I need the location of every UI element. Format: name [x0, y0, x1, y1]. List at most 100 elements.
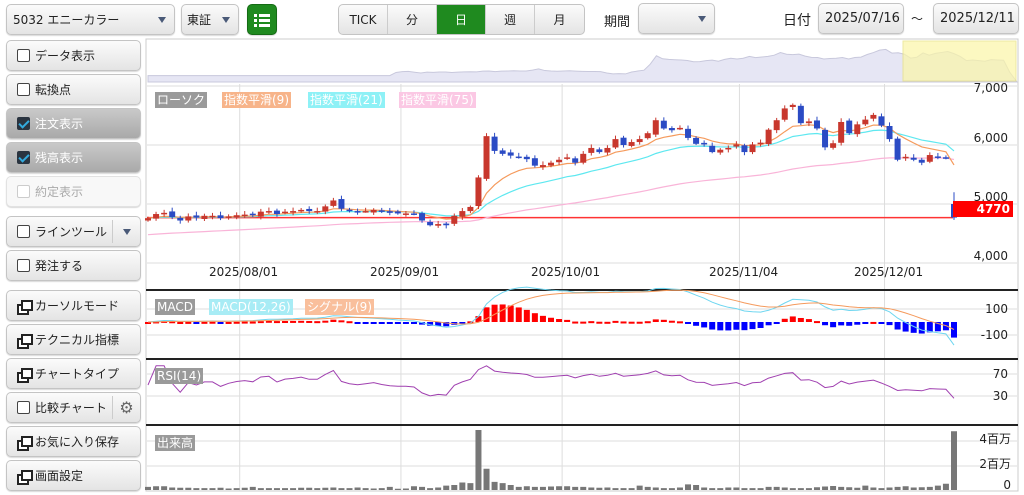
- volume-bar: [410, 486, 417, 490]
- legend-rsi: RSI(14): [155, 368, 204, 384]
- volume-bar: [394, 488, 401, 490]
- candle-body: [306, 208, 313, 212]
- sidebar-item-5[interactable]: ラインツール: [6, 216, 141, 247]
- candle-body: [290, 211, 297, 213]
- date-from-input[interactable]: 2025/07/16: [818, 3, 904, 34]
- candle-body: [830, 143, 837, 148]
- checkbox-icon: [17, 185, 30, 198]
- period-select[interactable]: [638, 3, 715, 34]
- period-tabs: TICK 分 日 週 月: [338, 4, 585, 35]
- date-label: 日付: [783, 13, 811, 29]
- candle-body: [733, 144, 740, 147]
- macd-histogram-bar: [870, 321, 877, 324]
- candle-body: [693, 137, 700, 144]
- candle-body: [386, 211, 393, 213]
- line-tool-dropdown[interactable]: [112, 220, 140, 243]
- volume-bar: [604, 487, 611, 490]
- volume-bar: [854, 487, 861, 490]
- volume-bar: [588, 487, 595, 490]
- macd-histogram-bar: [507, 305, 514, 322]
- candle-body: [185, 216, 192, 221]
- chevron-down-icon: [222, 17, 230, 23]
- volume-bar: [765, 486, 772, 490]
- sidebar-item-label: カーソルモード: [35, 299, 120, 313]
- sidebar-item-8[interactable]: テクニカル指標: [6, 324, 141, 355]
- candle-body: [161, 212, 168, 215]
- macd-histogram-bar: [564, 319, 571, 322]
- macd-histogram-bar: [612, 320, 619, 323]
- sidebar-item-1[interactable]: 転換点: [6, 74, 141, 105]
- tab-month[interactable]: 月: [553, 13, 566, 27]
- macd-histogram-bar: [201, 321, 208, 324]
- macd-histogram-bar: [217, 322, 224, 324]
- volume-bar: [693, 485, 700, 490]
- sidebar-item-label: データ表示: [35, 49, 96, 63]
- current-price-tag: 4770: [953, 201, 1013, 217]
- tab-day[interactable]: 日: [437, 5, 486, 34]
- candle-body: [410, 213, 417, 215]
- candle-body: [588, 147, 595, 153]
- navigator-range-selector: [902, 40, 1017, 82]
- list-menu-button[interactable]: [247, 4, 277, 35]
- macd-histogram-bar: [685, 322, 692, 324]
- candle-body: [241, 214, 248, 217]
- sidebar-item-6[interactable]: 発注する: [6, 250, 141, 281]
- candle-body: [556, 159, 563, 163]
- legend-ema21: 指数平滑(21): [308, 92, 385, 108]
- tab-minute[interactable]: 分: [388, 5, 437, 34]
- sidebar-item-7[interactable]: カーソルモード: [6, 290, 141, 321]
- macd-histogram-bar: [386, 322, 393, 324]
- candle-body: [330, 200, 337, 206]
- macd-histogram-bar: [394, 322, 401, 324]
- macd-histogram-bar: [628, 321, 635, 324]
- compare-settings-button[interactable]: ⚙: [112, 396, 140, 419]
- volume-bar: [862, 485, 869, 490]
- macd-histogram-bar: [193, 322, 200, 324]
- date-to-value: 2025/12/11: [940, 11, 1015, 26]
- sidebar-item-3[interactable]: 残高表示: [6, 142, 141, 173]
- sidebar-item-0[interactable]: データ表示: [6, 40, 141, 71]
- date-tick-1201: 2025/12/01: [854, 265, 924, 279]
- macd-histogram-bar: [668, 320, 675, 323]
- volume-bar: [556, 486, 563, 490]
- tab-week[interactable]: 週: [486, 5, 535, 34]
- volume-bar: [822, 486, 829, 490]
- volume-bar: [596, 487, 603, 490]
- tab-tick[interactable]: TICK: [339, 5, 388, 34]
- rsi-axis-70: 70: [992, 367, 1008, 381]
- volume-bar: [402, 488, 409, 490]
- candle-body: [435, 224, 442, 226]
- date-to-input[interactable]: 2025/12/11: [933, 3, 1019, 34]
- rsi-axis-30: 30: [992, 389, 1008, 403]
- volume-bar: [354, 487, 361, 490]
- macd-histogram-bar: [491, 304, 498, 322]
- sidebar-item-9[interactable]: チャートタイプ: [6, 358, 141, 389]
- sidebar-item-4[interactable]: 約定表示: [6, 176, 141, 207]
- candle-body: [201, 215, 208, 219]
- sidebar-item-12[interactable]: 画面設定: [6, 460, 141, 491]
- macd-histogram-bar: [644, 321, 651, 324]
- sidebar-item-2[interactable]: 注文表示: [6, 108, 141, 139]
- macd-histogram-bar: [894, 322, 901, 330]
- macd-histogram-bar: [185, 321, 192, 324]
- macd-histogram-bar: [330, 319, 337, 322]
- legend-macd: MACD: [155, 299, 195, 315]
- sidebar-item-11[interactable]: お気に入り保存: [6, 426, 141, 457]
- symbol-select[interactable]: 5032 エニーカラー: [6, 4, 175, 35]
- candle-body: [717, 149, 724, 153]
- market-select[interactable]: 東証: [181, 4, 239, 35]
- sidebar-item-10[interactable]: 比較チャート ⚙: [6, 392, 141, 423]
- volume-bar: [193, 488, 200, 490]
- volume-bar: [717, 488, 724, 490]
- macd-histogram-bar: [773, 322, 780, 324]
- candle-body: [894, 138, 901, 160]
- candle-body: [443, 223, 450, 226]
- macd-histogram-bar: [257, 321, 264, 324]
- macd-histogram-bar: [354, 322, 361, 324]
- volume-bar: [209, 488, 216, 490]
- volume-bar: [507, 485, 514, 490]
- candle-body: [789, 104, 796, 108]
- volume-bar: [370, 488, 377, 490]
- candle-body: [153, 214, 160, 219]
